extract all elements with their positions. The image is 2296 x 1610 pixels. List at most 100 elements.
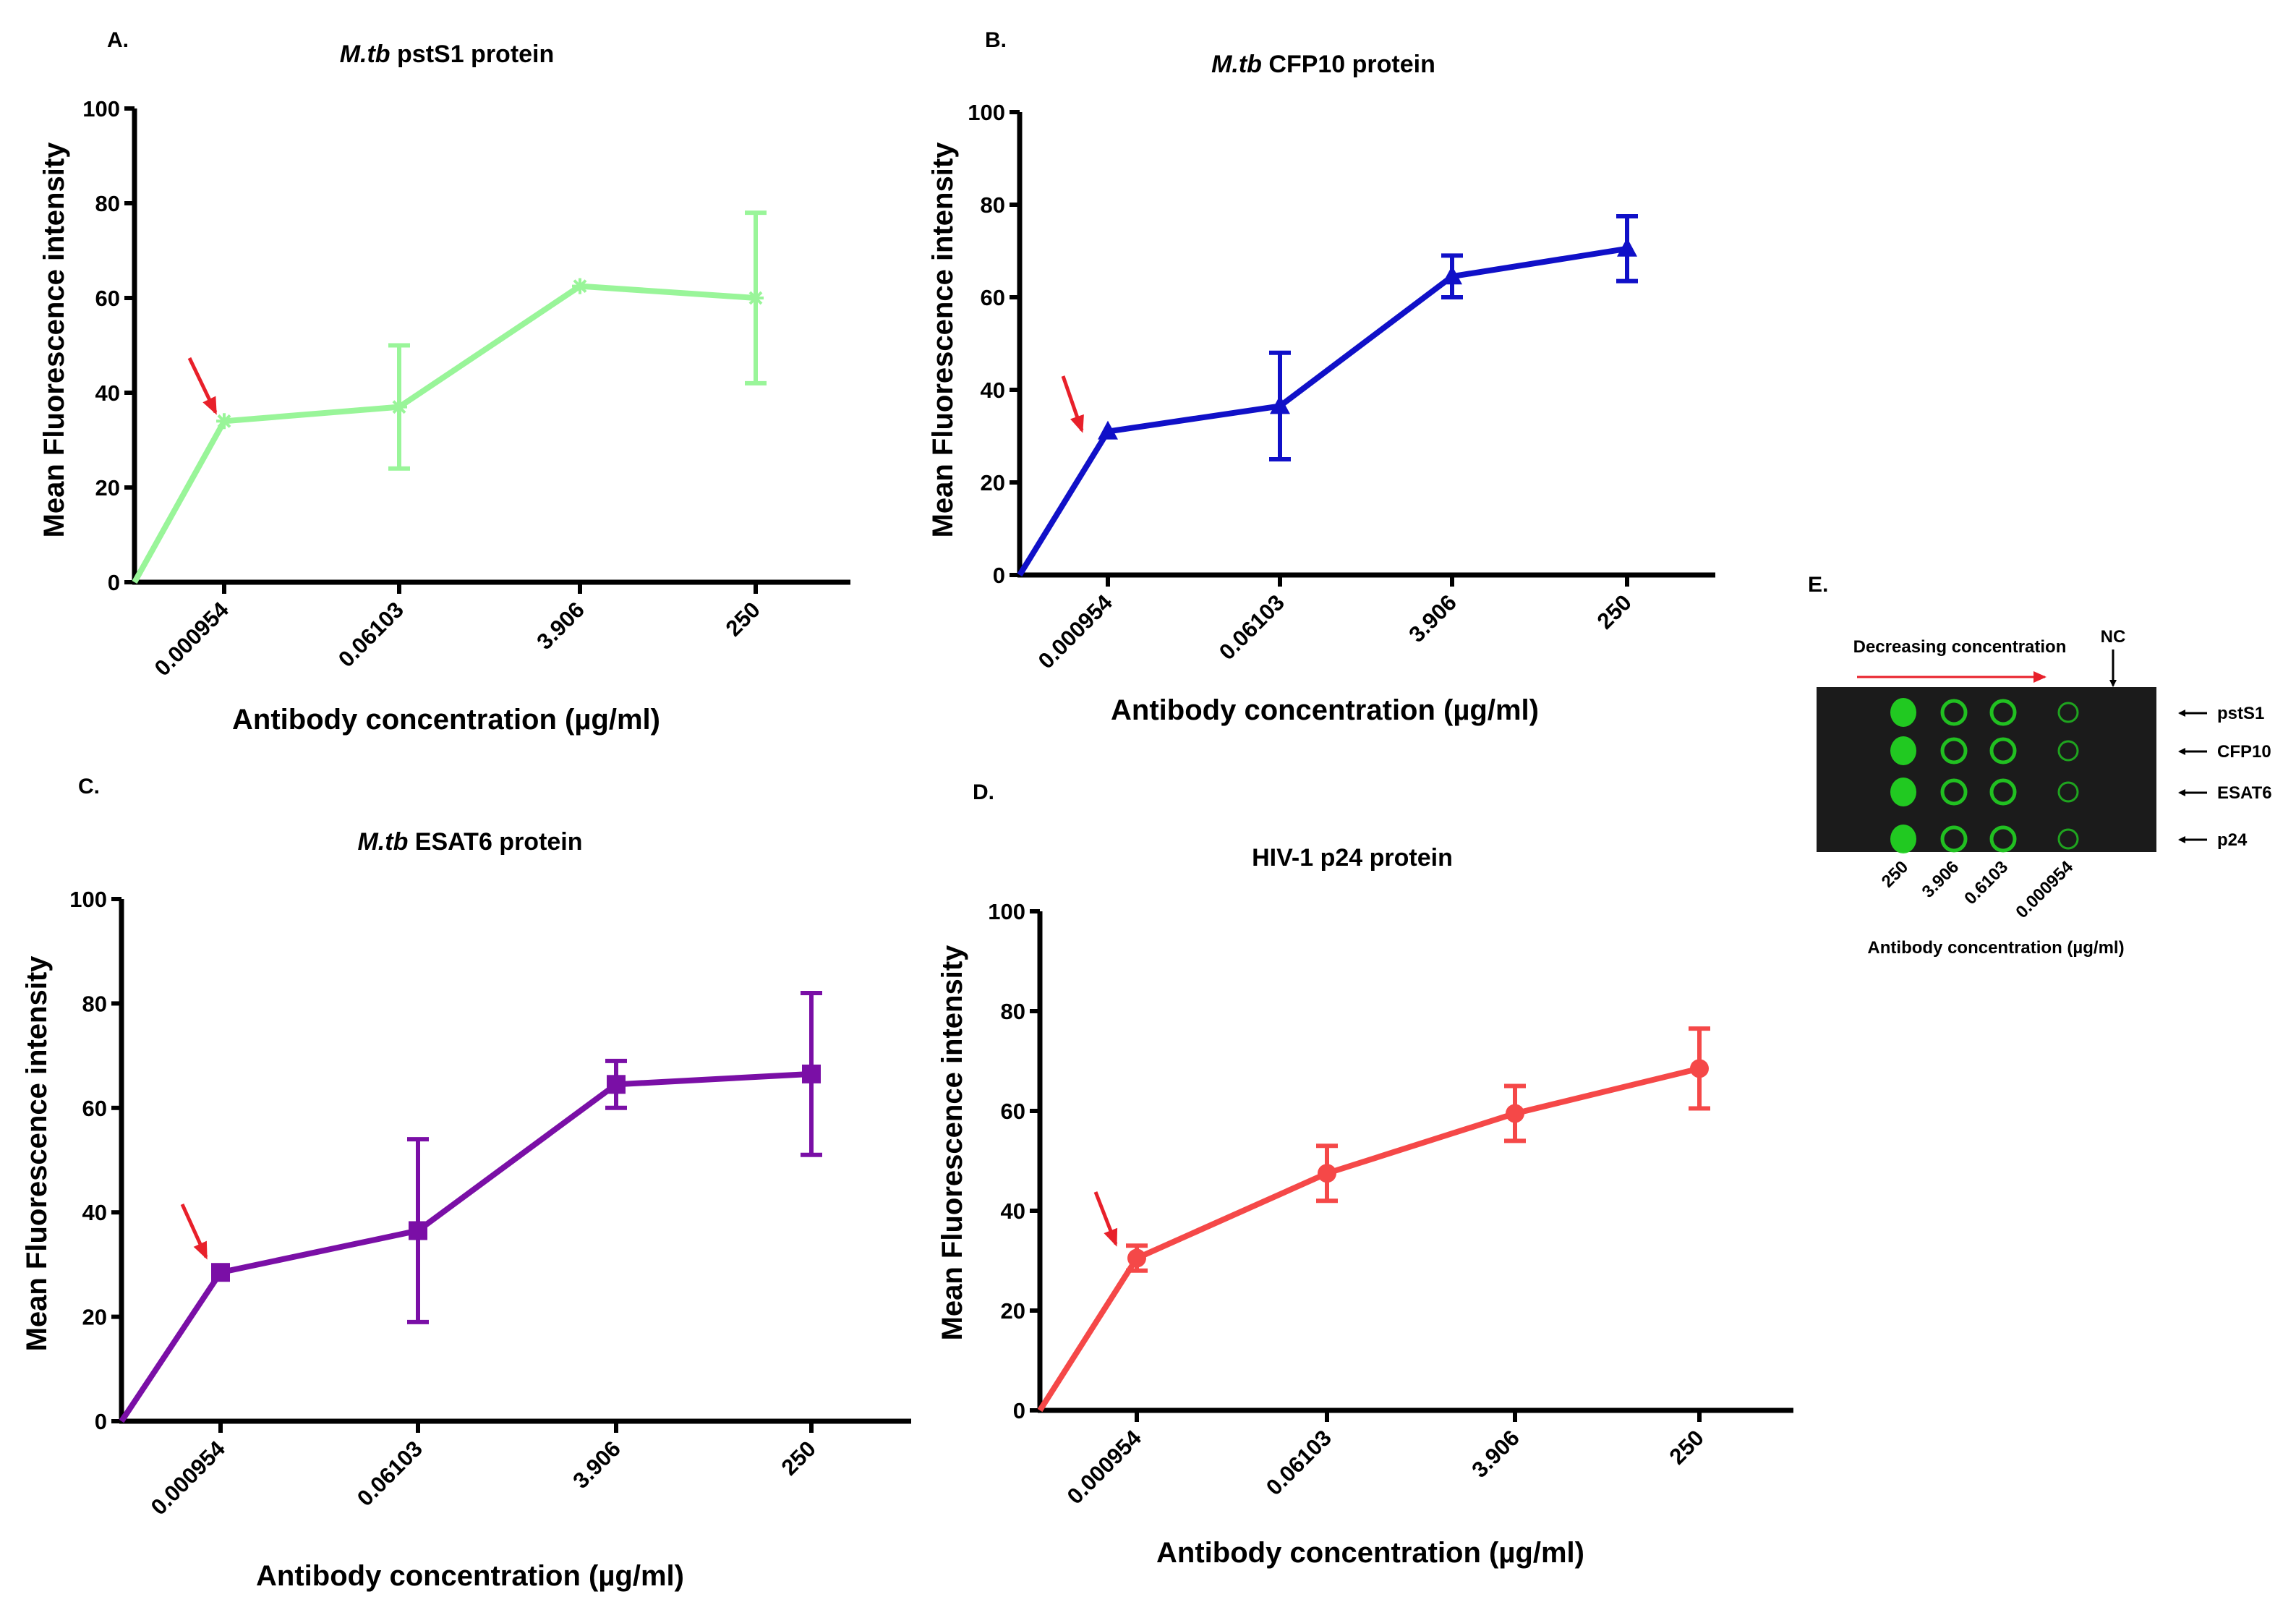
blot-spot	[1890, 698, 1916, 727]
panel-b-y-tick-label: 100	[968, 100, 1005, 125]
panel-d-chart: D. HIV-1 p24 protein Mean Fluorescence i…	[936, 780, 1793, 1569]
panel-d-highlight-arrowhead-icon	[1104, 1227, 1118, 1247]
panel-c-title-italic: M.tb	[357, 828, 408, 856]
panel-a-x-tick-label: 0.000954	[150, 597, 234, 681]
panel-c-x-tick-label: 250	[777, 1436, 821, 1480]
blot-spot	[1989, 737, 2017, 764]
blot-row-label: ESAT6	[2217, 783, 2272, 803]
panel-c-letter: C.	[78, 775, 100, 798]
panel-d-y-tick-label: 100	[988, 899, 1025, 924]
blot-row-label: CFP10	[2217, 742, 2271, 762]
blot-row-label: p24	[2217, 830, 2248, 850]
panel-d-y-tick-label: 0	[1013, 1398, 1025, 1423]
panel-c-x-tick-label: 3.906	[568, 1436, 626, 1494]
panel-a-letter: A.	[107, 28, 129, 52]
panel-d-x-tick-label: 0.06103	[1261, 1425, 1336, 1500]
panel-a-data-point	[748, 290, 764, 306]
panel-c-x-axis-label: Antibody concentration (µg/ml)	[256, 1560, 684, 1592]
panel-c-y-tick-label: 20	[82, 1305, 107, 1330]
panel-a-highlight-arrowhead-icon	[202, 396, 217, 415]
panel-d-x-axis-label: Antibody concentration (µg/ml)	[1156, 1537, 1584, 1569]
panel-c-y-tick-label: 80	[82, 991, 107, 1016]
panel-a-x-tick-label: 250	[721, 597, 765, 641]
blot-spot	[1989, 825, 2017, 853]
blot-x-axis-label: Antibody concentration (µg/ml)	[1867, 938, 2124, 958]
panel-e-letter: E.	[1808, 573, 1828, 597]
panel-c-x-tick-label: 0.000954	[146, 1436, 231, 1520]
blot-spot	[1940, 737, 1968, 764]
panel-c-y-axis-label: Mean Fluorescence intensity	[21, 955, 53, 1352]
panel-a-title-italic: M.tb	[340, 41, 391, 68]
panel-d-data-point	[1318, 1164, 1336, 1183]
panel-b-x-tick-label: 0.06103	[1214, 589, 1289, 665]
blot-arrow-label: Decreasing concentration	[1853, 637, 2067, 657]
panel-d-y-axis-label: Mean Fluorescence intensity	[936, 945, 968, 1341]
panel-c-series-line	[119, 1070, 812, 1423]
panel-d-letter: D.	[973, 780, 994, 804]
panel-c-title-rest: ESAT6 protein	[408, 828, 582, 856]
blot-column-label: 0.000954	[2012, 857, 2077, 922]
panel-b-data-point	[1270, 395, 1290, 414]
panel-a-y-tick-label: 20	[95, 475, 120, 501]
panel-a-title-rest: pstS1 protein	[391, 41, 555, 68]
panel-b-y-tick-label: 0	[993, 563, 1005, 588]
blot-membrane	[1817, 687, 2156, 852]
blot-spot	[1940, 699, 1968, 726]
panel-d-x-tick-label: 3.906	[1467, 1425, 1524, 1483]
panel-b-x-tick-label: 0.000954	[1033, 589, 1118, 674]
panel-c-y-tick-label: 40	[82, 1200, 107, 1225]
decreasing-arrowhead-icon	[2033, 671, 2047, 683]
panel-a-data-point	[572, 278, 588, 294]
panel-c-highlight-arrowhead-icon	[193, 1240, 208, 1260]
panel-d-y-tick-label: 80	[1001, 999, 1025, 1024]
panel-b-letter: B.	[985, 28, 1007, 52]
blot-spot	[1989, 699, 2017, 726]
panel-b-y-tick-label: 20	[981, 470, 1005, 495]
panel-d-series-line	[1037, 1065, 1700, 1413]
panel-c-y-tick-label: 0	[95, 1409, 107, 1434]
panel-b-y-tick-label: 40	[981, 378, 1005, 403]
panel-b-chart: B. M.tb CFP10 protein Mean Fluorescence …	[927, 28, 1715, 726]
panel-c-data-point	[802, 1064, 821, 1083]
panel-c-chart: C. M.tb ESAT6 protein Mean Fluorescence …	[21, 775, 911, 1592]
panel-a-data-point	[216, 413, 232, 430]
panel-b-data-point	[1098, 420, 1118, 440]
panel-d-title-rest: HIV-1 p24 protein	[1252, 844, 1453, 872]
panel-a-series-line	[132, 283, 756, 584]
panel-a-x-tick-label: 3.906	[532, 597, 589, 655]
panel-b-series-line	[1017, 245, 1628, 577]
blot-spot	[1890, 778, 1916, 806]
panel-b-x-tick-label: 250	[1592, 589, 1636, 634]
nc-label: NC	[2101, 627, 2126, 647]
panel-d-y-tick-label: 40	[1001, 1198, 1025, 1224]
panel-a-y-tick-label: 60	[95, 286, 120, 311]
panel-c-data-point	[607, 1075, 626, 1094]
panel-a-y-tick-label: 80	[95, 191, 120, 216]
blot-spot	[1940, 778, 1968, 806]
panel-c-y-tick-label: 60	[82, 1096, 107, 1121]
blot-spot	[1890, 736, 1916, 765]
panel-b-y-tick-label: 60	[981, 285, 1005, 310]
panel-b-data-point	[1442, 265, 1462, 285]
blot-column-label: 3.906	[1919, 857, 1963, 902]
panel-b-x-axis-label: Antibody concentration (µg/ml)	[1111, 694, 1539, 726]
panel-d-data-point	[1690, 1059, 1709, 1078]
panel-b-title-rest: CFP10 protein	[1262, 51, 1435, 78]
panel-b-data-point	[1617, 237, 1637, 257]
panel-b-title: M.tb CFP10 protein	[1211, 51, 1435, 78]
panel-a-y-tick-label: 40	[95, 380, 120, 406]
panel-c-title: M.tb ESAT6 protein	[357, 828, 582, 856]
panel-b-x-tick-label: 3.906	[1404, 589, 1461, 647]
blot-spot	[2057, 740, 2079, 762]
panel-d-data-point	[1506, 1104, 1524, 1123]
panel-b-y-axis-label: Mean Fluorescence intensity	[927, 142, 959, 538]
panel-a-y-tick-label: 100	[82, 96, 120, 122]
panel-d-y-tick-label: 20	[1001, 1298, 1025, 1324]
blot-spot	[2057, 828, 2079, 850]
panel-a-x-axis-label: Antibody concentration (µg/ml)	[232, 704, 660, 736]
panel-a-x-tick-label: 0.06103	[333, 597, 409, 672]
blot-spot	[1890, 825, 1916, 853]
panel-c-y-tick-label: 100	[69, 887, 107, 912]
blot-row-label: pstS1	[2217, 704, 2264, 723]
